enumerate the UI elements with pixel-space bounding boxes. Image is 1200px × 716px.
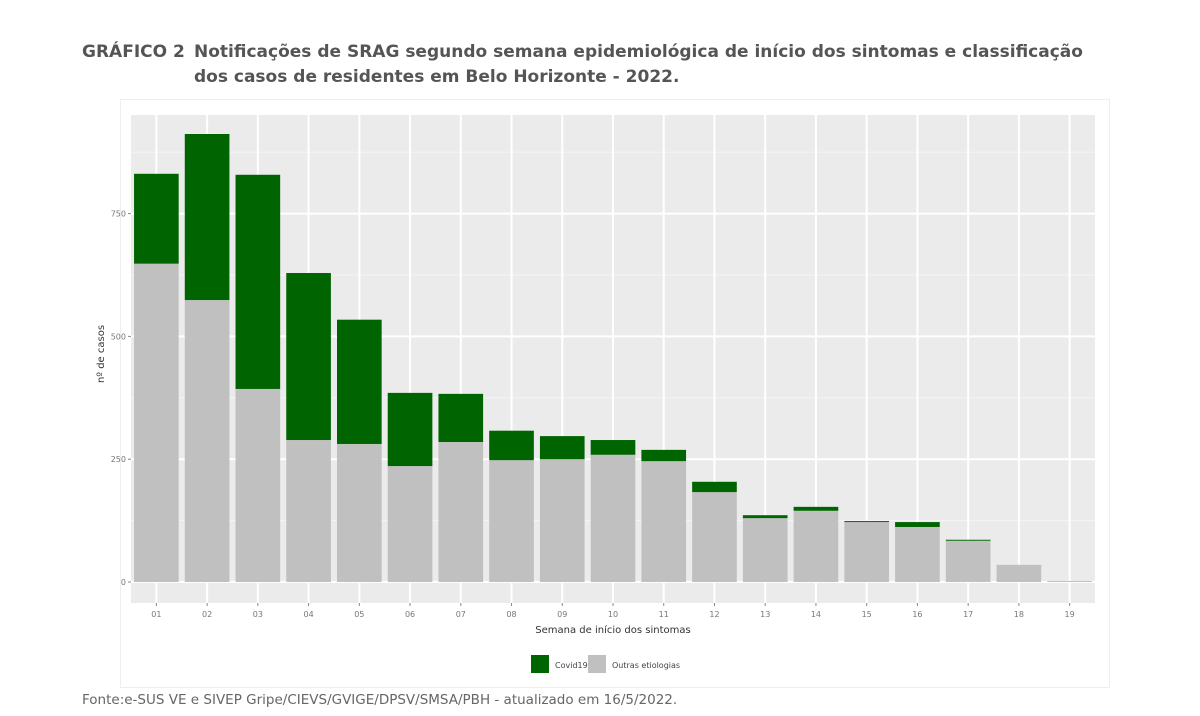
y-tick-label: 0 [121, 578, 126, 587]
title-line-1: Notificações de SRAG segundo semana epid… [194, 42, 1083, 62]
bar-outras-etiologias [235, 388, 281, 582]
x-tick-label: 08 [506, 610, 516, 619]
x-tick-label: 07 [456, 610, 466, 619]
bar-covid19 [134, 173, 179, 264]
y-tick-label: 500 [111, 332, 126, 341]
x-tick-label: 01 [151, 610, 161, 619]
bar-covid19 [844, 521, 890, 523]
x-tick-label: 06 [405, 610, 415, 619]
x-tick-label: 16 [912, 610, 922, 619]
x-tick-label: 02 [202, 610, 212, 619]
bar-outras-etiologias [387, 466, 433, 582]
bar-outras-etiologias [641, 461, 687, 582]
x-axis-label: Semana de início dos sintomas [535, 624, 690, 636]
y-axis-label: nº de casos [96, 325, 107, 383]
bar-outras-etiologias [945, 540, 991, 582]
x-tick-label: 14 [811, 610, 821, 619]
bar-covid19 [489, 430, 534, 461]
bar-covid19 [235, 174, 281, 389]
bar-outras-etiologias [692, 492, 737, 582]
bar-outras-etiologias [539, 459, 585, 582]
bar-outras-etiologias [590, 454, 636, 582]
bar-covid19 [793, 506, 839, 511]
bar-outras-etiologias [134, 263, 179, 582]
x-tick-label: 13 [760, 610, 770, 619]
x-tick-label: 19 [1065, 610, 1075, 619]
bar-outras-etiologias [184, 300, 230, 582]
bar-outras-etiologias [996, 564, 1042, 582]
bar-outras-etiologias [336, 443, 382, 582]
bar-outras-etiologias [793, 510, 839, 582]
x-tick-label: 10 [608, 610, 618, 619]
x-tick-label: 17 [963, 610, 973, 619]
legend-swatch [531, 655, 549, 673]
bar-covid19 [945, 539, 991, 541]
source-note: Fonte:e-SUS VE e SIVEP Gripe/CIEVS/GVIGE… [82, 692, 678, 708]
chart-panel [120, 99, 1110, 688]
bar-outras-etiologias [844, 522, 890, 582]
y-tick-label: 750 [111, 210, 126, 219]
legend-label: Covid19 [555, 661, 588, 670]
bar-covid19 [742, 515, 788, 519]
y-tick-label: 250 [111, 455, 126, 464]
chart-title: GRÁFICO 2 Notificações de SRAG segundo se… [82, 40, 1083, 90]
bar-outras-etiologias [286, 440, 331, 582]
x-tick-label: 12 [709, 610, 719, 619]
bar-covid19 [590, 440, 636, 455]
legend-label: Outras etiologias [612, 661, 680, 670]
x-tick-label: 04 [303, 610, 313, 619]
x-tick-label: 03 [253, 610, 263, 619]
bar-outras-etiologias [438, 442, 484, 582]
bar-covid19 [692, 481, 737, 493]
bar-covid19 [184, 134, 230, 301]
bar-covid19 [641, 449, 687, 462]
figure-number: GRÁFICO 2 [82, 42, 185, 62]
bar-covid19 [539, 436, 585, 460]
x-tick-label: 11 [659, 610, 669, 619]
x-tick-label: 18 [1014, 610, 1024, 619]
bar-outras-etiologias [1047, 581, 1092, 582]
x-tick-label: 09 [557, 610, 567, 619]
bar-covid19 [895, 522, 940, 527]
bar-outras-etiologias [489, 460, 534, 582]
x-tick-label: 15 [862, 610, 872, 619]
bar-outras-etiologias [742, 518, 788, 582]
legend-swatch [588, 655, 606, 673]
title-line-2: dos casos de residentes em Belo Horizont… [194, 67, 680, 87]
bar-outras-etiologias [895, 526, 940, 582]
bar-covid19 [387, 392, 433, 467]
bar-covid19 [286, 273, 331, 441]
bar-covid19 [438, 393, 484, 442]
bar-covid19 [336, 319, 382, 444]
x-tick-label: 05 [354, 610, 364, 619]
